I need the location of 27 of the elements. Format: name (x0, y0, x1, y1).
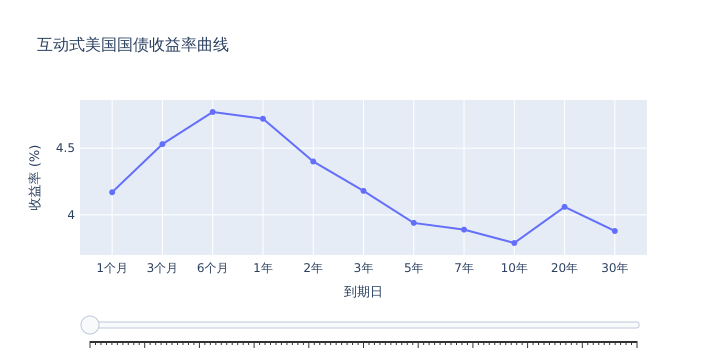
point (210, 109, 216, 116)
y-axis-title: 收益率 (%) (27, 144, 43, 210)
x-tick-label: 1个月 (96, 261, 128, 275)
x-tick-label: 6个月 (196, 261, 229, 275)
point (562, 204, 568, 210)
point (461, 226, 468, 233)
x-tick-label: 7年 (454, 261, 474, 275)
point (360, 188, 366, 194)
y-tick-label: 4 (67, 208, 75, 222)
point (511, 240, 518, 246)
point (410, 220, 417, 226)
point (159, 141, 166, 148)
x-axis-title: 到期日 (344, 285, 383, 300)
x-tick-label: 1年 (253, 261, 273, 275)
y-tick-label: 4.5 (56, 141, 75, 156)
point (260, 116, 266, 122)
point (612, 228, 618, 234)
x-tick-label: 3个月 (146, 261, 178, 275)
x-tick-label: 2年 (303, 261, 324, 275)
point (109, 189, 116, 196)
x-tick-label: 5年 (404, 261, 424, 275)
chart-title: 互动式美国国债收益率曲线 (37, 35, 229, 54)
point (310, 158, 316, 164)
x-tick-label: 3年 (354, 261, 374, 275)
x-tick-label: 20年 (550, 261, 578, 275)
x-tick-label: 10年 (500, 261, 528, 275)
x-tick-label: 30年 (601, 261, 628, 275)
